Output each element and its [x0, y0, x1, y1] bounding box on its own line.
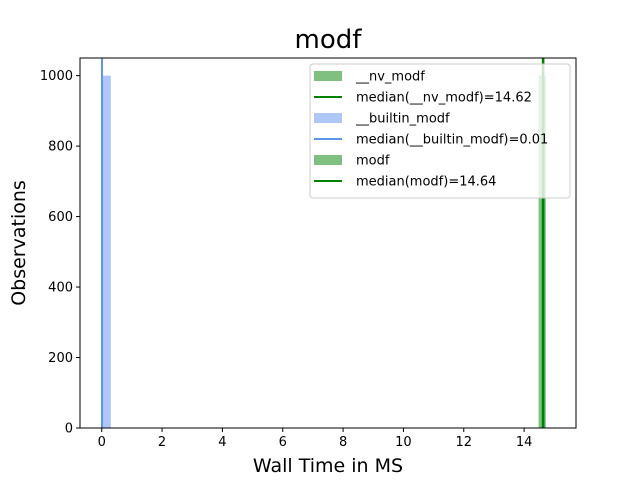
- chart-title: modf: [295, 25, 363, 55]
- y-tick-label-0: 0: [65, 422, 73, 437]
- x-tick-label-7: 14: [516, 435, 533, 450]
- legend: __nv_modf median(__nv_modf)=14.62 __builti…: [309, 63, 571, 199]
- x-axis: 0 2 4 6 8 10 12 14: [98, 428, 533, 450]
- y-tick-label-5: 1000: [40, 69, 73, 84]
- legend-label-3: median(__builtin_modf)=0.01: [356, 133, 548, 148]
- y-tick-label-2: 400: [48, 281, 73, 296]
- plot-frame: [79, 57, 577, 429]
- legend-label-0: __nv_modf: [355, 70, 425, 85]
- x-tick-label-1: 2: [158, 435, 166, 450]
- histogram-bar-2-0: [101, 75, 111, 428]
- legend-swatch-4: [314, 155, 342, 165]
- x-tick-label-3: 6: [279, 435, 287, 450]
- y-axis: 0 200 400 600 800 1000: [40, 69, 80, 437]
- x-tick-label-5: 10: [395, 435, 412, 450]
- legend-label-4: modf: [356, 154, 390, 169]
- x-tick-label-6: 12: [455, 435, 472, 450]
- x-tick-label-4: 8: [339, 435, 347, 450]
- legend-label-1: median(__nv_modf)=14.62: [356, 91, 532, 106]
- y-tick-label-1: 200: [48, 351, 73, 366]
- x-axis-label: Wall Time in MS: [253, 455, 403, 477]
- y-axis-label: Observations: [8, 180, 30, 306]
- legend-swatch-0: [314, 71, 342, 81]
- legend-label-2: __builtin_modf: [355, 112, 450, 127]
- legend-label-5: median(modf)=14.64: [356, 175, 496, 190]
- histogram-bar-0-0: [538, 75, 543, 428]
- x-tick-label-2: 4: [218, 435, 226, 450]
- legend-swatch-2: [314, 113, 342, 123]
- legend-box: [309, 63, 571, 199]
- y-tick-label-3: 600: [48, 210, 73, 225]
- y-tick-label-4: 800: [48, 140, 73, 155]
- x-tick-label-0: 0: [98, 435, 106, 450]
